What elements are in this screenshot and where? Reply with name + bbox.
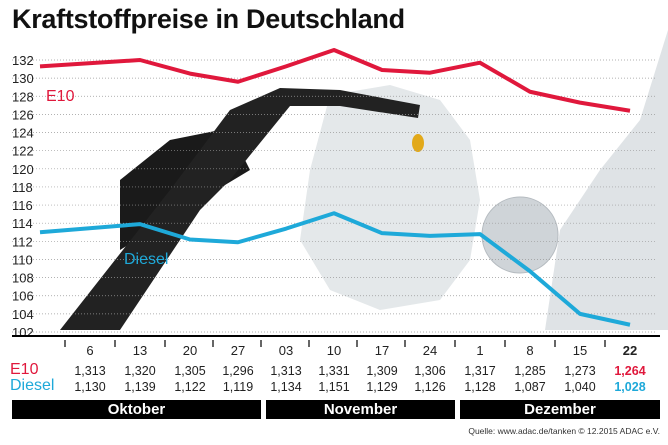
e10-price: 1,309 — [366, 364, 398, 378]
x-tick-label: 13 — [132, 343, 148, 358]
series-label-e10: E10 — [46, 88, 75, 105]
e10-price: 1,264 — [614, 364, 646, 378]
e10-price: 1,313 — [74, 364, 106, 378]
e10-price: 1,305 — [174, 364, 206, 378]
x-tick-label: 8 — [526, 343, 534, 358]
x-tick-label: 20 — [182, 343, 198, 358]
diesel-price: 1,151 — [318, 380, 350, 394]
x-tick-label: 27 — [230, 343, 246, 358]
fuel-nozzle-shape — [60, 88, 420, 330]
y-tick-label: 112 — [12, 234, 33, 249]
x-tick-label: 17 — [374, 343, 390, 358]
y-tick-label: 104 — [12, 307, 34, 322]
e10-row-label: E10 — [10, 361, 39, 378]
diesel-price: 1,139 — [124, 380, 156, 394]
series-line-diesel — [39, 211, 631, 327]
y-tick-label: 118 — [12, 180, 33, 195]
e10-price: 1,273 — [564, 364, 596, 378]
e10-price: 1,313 — [270, 364, 302, 378]
series-line-e10 — [39, 48, 631, 113]
e10-price: 1,306 — [414, 364, 446, 378]
car-shape — [545, 30, 668, 330]
germany-map-shape — [300, 85, 480, 310]
diesel-price: 1,128 — [464, 380, 496, 394]
y-tick-label: 128 — [12, 89, 34, 104]
x-tick-label: 15 — [572, 343, 588, 358]
diesel-price: 1,040 — [564, 380, 596, 394]
diesel-price: 1,134 — [270, 380, 302, 394]
e10-price: 1,320 — [124, 364, 156, 378]
fuel-drop-shape — [412, 134, 424, 152]
y-tick-label: 126 — [12, 107, 34, 122]
e10-price: 1,331 — [318, 364, 350, 378]
diesel-price: 1,126 — [414, 380, 446, 394]
y-tick-label: 106 — [12, 289, 34, 304]
y-tick-label: 122 — [12, 144, 34, 159]
chart-title: Kraftstoffpreise in Deutschland — [12, 4, 405, 34]
x-tick-label: 1 — [476, 343, 484, 358]
month-november: November — [266, 400, 455, 419]
diesel-price: 1,028 — [614, 380, 646, 394]
diesel-price: 1,129 — [366, 380, 398, 394]
y-tick-label: 102 — [12, 325, 34, 340]
diesel-price: 1,130 — [74, 380, 106, 394]
e10-price: 1,285 — [514, 364, 546, 378]
e10-price: 1,296 — [222, 364, 254, 378]
y-tick-label: 120 — [12, 162, 34, 177]
month-dezember: Dezember — [460, 400, 660, 419]
month-oktober: Oktober — [12, 400, 261, 419]
x-tick-label: 22 — [622, 343, 638, 358]
x-tick-label: 03 — [278, 343, 294, 358]
diesel-price: 1,122 — [174, 380, 206, 394]
x-tick-label: 24 — [422, 343, 438, 358]
y-tick-label: 124 — [12, 126, 34, 141]
y-tick-label: 108 — [12, 271, 34, 286]
y-tick-label: 130 — [12, 71, 34, 86]
source-note: Quelle: www.adac.de/tanken © 12.2015 ADA… — [468, 426, 660, 436]
y-tick-label: 116 — [12, 198, 33, 213]
diesel-price: 1,087 — [514, 380, 546, 394]
y-tick-label: 114 — [12, 216, 33, 231]
y-tick-label: 132 — [12, 53, 34, 68]
diesel-price: 1,119 — [222, 380, 254, 394]
series-label-diesel: Diesel — [124, 251, 168, 268]
y-tick-label: 110 — [12, 252, 33, 267]
x-tick-label: 6 — [86, 343, 94, 358]
e10-price: 1,317 — [464, 364, 496, 378]
diesel-row-label: Diesel — [10, 377, 55, 394]
x-tick-label: 10 — [326, 343, 342, 358]
